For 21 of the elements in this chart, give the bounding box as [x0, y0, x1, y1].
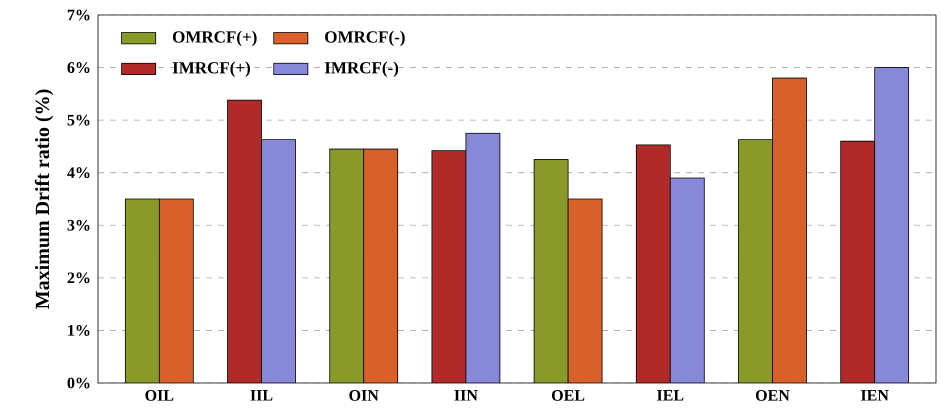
- y-axis-title: Maximum Drift ratio (%): [34, 90, 54, 309]
- y-tick-label: 3%: [68, 220, 90, 231]
- legend-label: IMRCF(-): [324, 62, 398, 77]
- legend-label: OMRCF(+): [172, 30, 257, 46]
- legend-label: IMRCF(+): [172, 62, 250, 77]
- x-tick-label: IEL: [657, 390, 684, 401]
- x-tick-label: IIN: [454, 390, 478, 401]
- x-tick-label: IIL: [250, 390, 272, 401]
- y-tick-label: 0%: [68, 378, 90, 388]
- x-tick-label: OIN: [349, 390, 379, 401]
- legend-label: OMRCF(-): [325, 30, 405, 46]
- y-tick-label: 7%: [68, 10, 90, 20]
- y-tick-label: 2%: [68, 272, 90, 284]
- y-tick-label: 6%: [67, 62, 90, 74]
- x-tick-label: OEL: [552, 390, 584, 401]
- x-tick-label: OIL: [145, 390, 174, 401]
- y-tick-label: 4%: [67, 167, 90, 178]
- y-tick-label: 5%: [68, 114, 90, 126]
- y-tick-label: 1%: [68, 325, 90, 336]
- x-tick-label: IEN: [860, 390, 889, 401]
- x-tick-label: OEN: [756, 390, 790, 401]
